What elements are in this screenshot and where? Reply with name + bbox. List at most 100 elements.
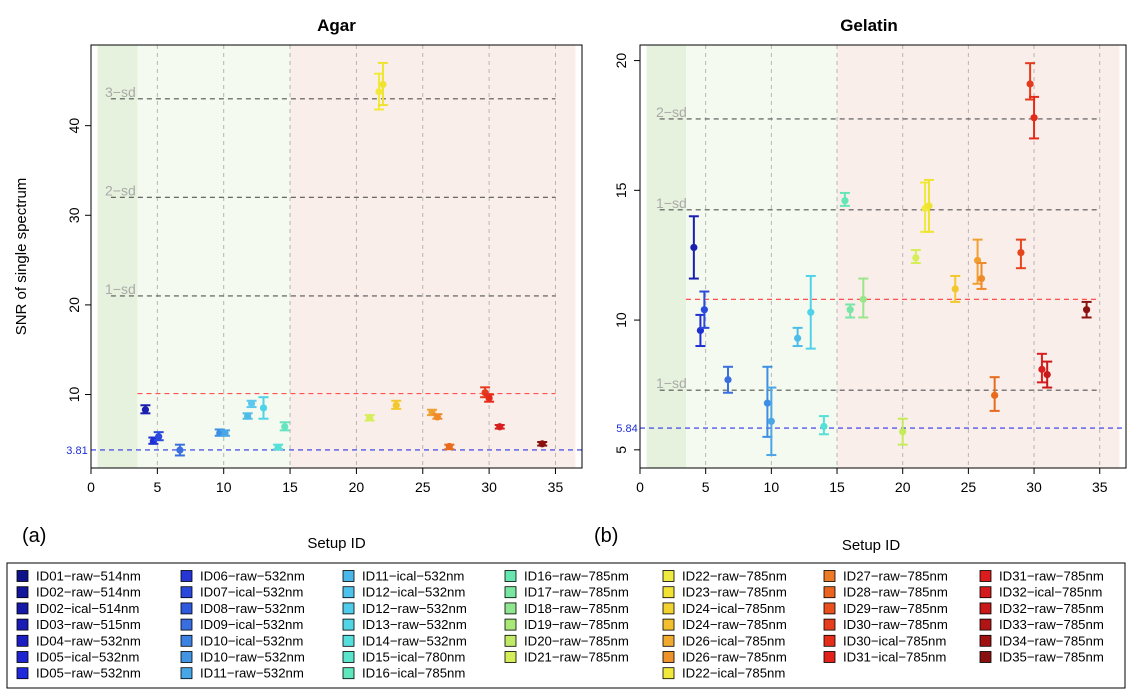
agar-title: Agar (317, 16, 356, 35)
point-marker (485, 394, 493, 402)
agar-data-point (444, 442, 455, 451)
legend-swatch (979, 618, 992, 631)
legend-entry: ID15−ical−780nm (342, 650, 465, 665)
agar-data-point (246, 399, 257, 409)
legend-entry: ID16−raw−785nm (504, 569, 629, 584)
legend-entry: ID14−raw−532nm (342, 633, 467, 648)
legend-entry: ID21−raw−785nm (504, 650, 629, 665)
point-marker (912, 254, 920, 262)
legend-entry: ID34−raw−785nm (979, 633, 1104, 648)
gelatin-y-tick-label: 5 (613, 446, 629, 454)
legend-swatch (16, 618, 29, 631)
legend-entry: ID11−ical−532nm (342, 569, 464, 584)
point-marker (794, 334, 802, 342)
agar-sd-label: 2−sd (105, 182, 136, 198)
gelatin-sd-labels: 2−sd 1−sd 1−sd (656, 104, 687, 391)
agar-data-point (364, 414, 375, 422)
legend-label: ID02−raw−514nm (36, 585, 141, 600)
point-marker (820, 422, 828, 431)
legend-label: ID05−ical−532nm (36, 650, 139, 665)
legend-swatch (979, 634, 992, 647)
point-marker (221, 429, 229, 437)
legend-entry: ID32−raw−785nm (979, 601, 1104, 616)
point-marker (155, 433, 163, 441)
gelatin-data-point (839, 191, 850, 207)
legend-label: ID22−ical−785nm (682, 666, 785, 681)
legend-swatch (504, 570, 517, 582)
agar-y-ticks: 10 20 30 40 (66, 118, 91, 402)
legend-entry: ID13−raw−532nm (342, 617, 467, 632)
legend-entry: ID02−ical−514nm (16, 601, 139, 616)
point-marker (925, 202, 933, 210)
gelatin-x-tick-label: 10 (764, 479, 780, 495)
agar-shaded-region (290, 45, 576, 468)
legend-label: ID32−raw−785nm (999, 601, 1104, 616)
gelatin-x-tick-label: 20 (895, 479, 911, 495)
legend-entry: ID02−raw−514nm (16, 585, 141, 600)
legend-label: ID35−raw−785nm (999, 650, 1104, 665)
legend-label: ID06−raw−532nm (200, 569, 305, 584)
legend-entry: ID33−raw−785nm (979, 617, 1104, 632)
point-marker (951, 285, 959, 293)
legend-label: ID19−raw−785nm (524, 617, 629, 632)
legend-label: ID28−raw−785nm (843, 585, 948, 600)
point-marker (247, 399, 256, 408)
legend-label: ID18−raw−785nm (524, 601, 629, 616)
gelatin-data-point (858, 277, 869, 319)
point-marker (141, 406, 150, 414)
legend-swatch (342, 634, 355, 647)
legend-swatch (504, 634, 517, 647)
point-marker (496, 423, 504, 431)
point-marker (724, 376, 732, 384)
legend-swatch (180, 651, 193, 663)
gelatin-data-points (688, 62, 1092, 457)
legend-entry: ID19−raw−785nm (504, 617, 629, 632)
legend-entry: ID24−raw−785nm (662, 617, 787, 632)
legend-swatch (180, 586, 193, 599)
point-marker (1026, 80, 1034, 88)
point-marker (176, 446, 184, 454)
legend-label: ID11−ical−532nm (362, 569, 464, 584)
agar-data-point (391, 399, 402, 410)
gelatin-data-point (818, 415, 829, 436)
gelatin-title: Gelatin (840, 16, 898, 35)
legend-entry: ID32−ical−785nm (979, 585, 1102, 600)
point-marker (841, 197, 849, 205)
agar-data-point (484, 393, 495, 403)
legend-label: ID02−ical−514nm (36, 601, 139, 616)
agar-y-tick-label: 30 (66, 207, 82, 223)
legend-swatch (979, 586, 992, 599)
point-marker (807, 308, 815, 316)
legend-entry: ID31−raw−785nm (979, 569, 1104, 584)
agar-panel-label: (a) (22, 525, 46, 547)
legend-entry: ID20−raw−785nm (504, 633, 629, 648)
point-marker (274, 443, 282, 451)
legend-swatch (504, 602, 517, 615)
point-marker (433, 413, 441, 421)
legend-swatch (16, 651, 29, 663)
agar-shaded-regions (97, 45, 576, 468)
legend-entry: ID10−raw−532nm (180, 650, 305, 665)
gelatin-data-point (845, 303, 856, 319)
legend-label: ID26−ical−785nm (682, 633, 785, 648)
gelatin-x-tick-label: 5 (702, 479, 710, 495)
gelatin-reference-lines (640, 118, 1126, 429)
agar-data-point (242, 412, 253, 420)
legend-label: ID04−raw−532nm (36, 633, 141, 648)
legend-swatch (342, 667, 355, 680)
point-marker (763, 399, 772, 407)
point-marker (392, 401, 400, 409)
legend-entry: ID22−ical−785nm (662, 666, 785, 681)
legend-label: ID29−raw−785nm (843, 601, 948, 616)
agar-data-point (537, 440, 548, 448)
legend-entry: ID23−raw−785nm (662, 585, 787, 600)
legend-swatch (16, 570, 29, 582)
agar-x-tick-label: 30 (481, 479, 497, 495)
point-marker (538, 440, 546, 448)
gelatin-x-tick-label: 15 (829, 479, 845, 495)
legend-entry: ID01−raw−514nm (16, 569, 141, 584)
gelatin-data-point (792, 326, 803, 348)
gelatin-y-tick-label: 20 (613, 53, 629, 69)
gelatin-data-point (1081, 300, 1092, 319)
gelatin-panel: 2−sd 1−sd 1−sd 0 5 10 15 20 25 30 35 5 10 15 20 Gela… (594, 16, 1127, 554)
